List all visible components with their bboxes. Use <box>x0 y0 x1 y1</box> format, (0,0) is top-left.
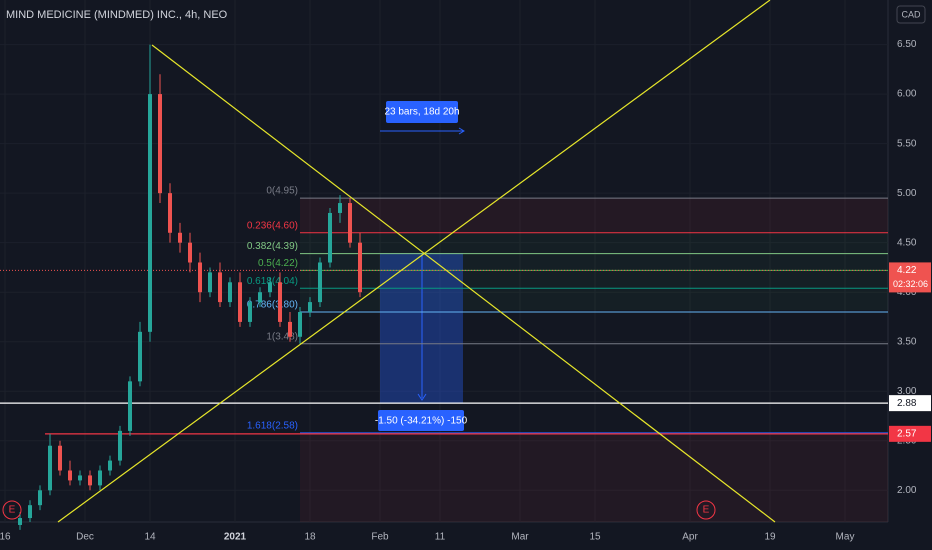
price-label-box <box>889 395 931 412</box>
candle-body <box>308 302 312 313</box>
x-tick-label: 15 <box>589 532 601 543</box>
candle-body <box>58 445 62 471</box>
measure-arrow <box>417 393 427 401</box>
y-tick-label: 5.50 <box>897 138 917 149</box>
candle-body <box>138 331 142 382</box>
candle-body <box>188 242 192 263</box>
measure-label: 23 bars, 18d 20h <box>384 107 459 118</box>
x-tick-label: 2021 <box>224 532 247 543</box>
candle-body <box>228 282 232 303</box>
candle-body <box>258 292 262 303</box>
candle-body <box>328 212 332 263</box>
candle-body <box>68 470 72 481</box>
candle-body <box>208 272 212 293</box>
price-label-box <box>889 262 931 293</box>
chart-title: MIND MEDICINE (MINDMED) INC., 4h, NEO <box>6 9 228 21</box>
candle-body <box>318 262 322 303</box>
x-tick-label: 18 <box>304 532 316 543</box>
candle-body <box>148 94 152 332</box>
x-tick-label: Dec <box>76 532 94 543</box>
candle-body <box>348 203 352 243</box>
fib-label: 0.236(4.60) <box>247 220 298 231</box>
candle-body <box>178 232 182 243</box>
candle-body <box>118 430 122 461</box>
candle-body <box>218 272 222 303</box>
price-label-box <box>889 425 931 442</box>
fib-zone <box>300 433 888 522</box>
y-tick-label: 4.50 <box>897 237 917 248</box>
currency-box <box>896 5 926 24</box>
y-tick-label: 2.00 <box>897 485 917 496</box>
fib-label: 0.618(4.04) <box>247 276 298 287</box>
price-label: 4.22 <box>897 265 917 276</box>
candle-body <box>78 475 82 481</box>
x-tick-label: May <box>836 532 855 543</box>
event-label[interactable]: E <box>9 505 16 516</box>
y-tick-label: 6.50 <box>897 39 917 50</box>
countdown: 02:32:06 <box>893 279 928 289</box>
fib-zone <box>300 233 888 310</box>
candle-body <box>298 312 302 337</box>
trend-line <box>57 0 771 523</box>
y-tick-label: 5.00 <box>897 188 917 199</box>
x-tick-label: 19 <box>764 532 776 543</box>
candle-body <box>168 193 172 233</box>
measure-label: -1.50 (-34.21%) -150 <box>375 416 468 427</box>
price-label: 2.57 <box>897 428 917 439</box>
candle-body <box>28 505 32 519</box>
fib-label: 0.786(3.80) <box>247 300 298 311</box>
x-tick-label: 11 <box>435 532 446 543</box>
fib-label: 1.618(2.58) <box>247 420 298 431</box>
candle-body <box>158 94 162 194</box>
x-tick-label: Apr <box>682 532 698 543</box>
candle-body <box>38 490 42 506</box>
fib-label: 1(3.48) <box>266 331 298 342</box>
fib-label: 0(4.95) <box>266 186 298 197</box>
x-tick-label: Feb <box>371 532 389 543</box>
candle-body <box>128 381 132 431</box>
candle-body <box>98 470 102 486</box>
candle-body <box>88 475 92 486</box>
candle-body <box>338 203 342 213</box>
candle-body <box>358 242 362 293</box>
candle-body <box>48 445 52 491</box>
y-tick-label: 6.00 <box>897 89 917 100</box>
candle-body <box>288 321 292 337</box>
currency: CAD <box>901 9 921 19</box>
measure-label-box <box>386 101 458 123</box>
candle-body <box>198 262 202 293</box>
candle-body <box>278 282 282 322</box>
trend-line <box>151 44 776 523</box>
candle-body <box>238 282 242 322</box>
fib-label: 0.382(4.39) <box>247 241 298 252</box>
y-tick-label: 3.50 <box>897 336 917 347</box>
event-icon[interactable] <box>696 500 716 520</box>
measure-label-box <box>378 410 464 431</box>
fib-label: 0.5(4.22) <box>258 258 298 269</box>
price-label: 2.88 <box>897 398 917 409</box>
event-label[interactable]: E <box>703 505 710 516</box>
candle-body <box>108 460 112 471</box>
candle-body <box>268 282 272 293</box>
y-tick-label: 3.00 <box>897 386 917 397</box>
x-tick-label: 16 <box>0 532 11 543</box>
candle-body <box>18 518 22 525</box>
fib-zone <box>300 198 888 233</box>
event-icon[interactable] <box>2 500 22 520</box>
measure-arrow <box>458 127 465 135</box>
x-tick-label: 14 <box>144 532 156 543</box>
candle-body <box>248 302 252 322</box>
x-tick-label: Mar <box>511 532 529 543</box>
